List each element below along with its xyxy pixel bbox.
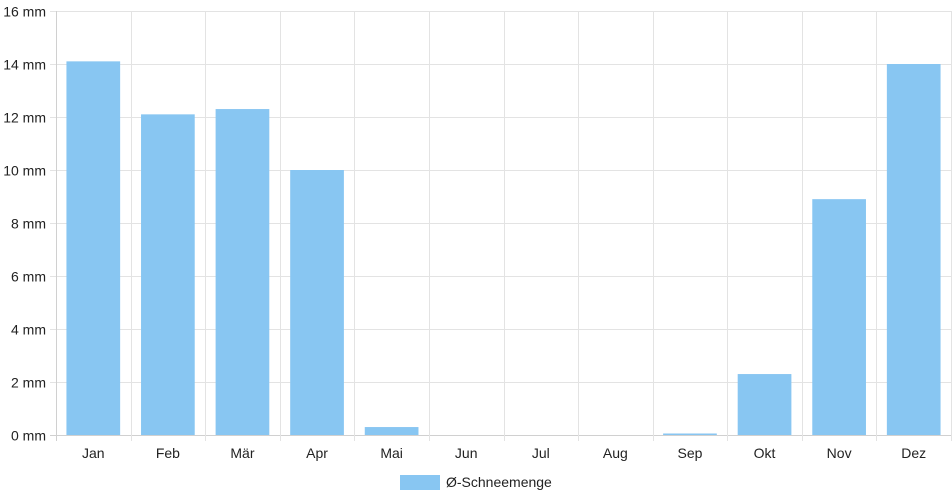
bar-feb[interactable]	[141, 114, 195, 435]
y-tick-label: 6 mm	[11, 269, 46, 285]
bar-apr[interactable]	[290, 170, 344, 435]
y-tick-label: 16 mm	[3, 4, 46, 20]
x-tick-label: Feb	[156, 445, 180, 461]
legend: Ø-Schneemenge	[400, 474, 552, 490]
bar-mai[interactable]	[364, 427, 419, 435]
y-axis: 0 mm 2 mm 4 mm 6 mm 8 mm 10 mm 12 mm 14 mm 16 mm	[3, 4, 46, 444]
x-tick-label: Jul	[532, 445, 550, 461]
y-tick-label: 10 mm	[3, 163, 46, 179]
legend-label: Ø-Schneemenge	[446, 474, 552, 490]
bar-okt[interactable]	[737, 374, 792, 435]
bar-nov[interactable]	[812, 199, 866, 435]
bar-sep[interactable]	[663, 433, 717, 436]
x-tick-label: Apr	[306, 445, 328, 461]
bars	[66, 61, 941, 436]
x-tick-label: Mai	[380, 445, 403, 461]
y-tick-label: 2 mm	[11, 375, 46, 391]
bar-dez[interactable]	[886, 64, 941, 435]
bar-jan[interactable]	[66, 61, 121, 435]
x-axis: Jan Feb Mär Apr Mai Jun Jul Aug Sep Okt Nov Dez	[82, 445, 926, 461]
x-tick-label: Dez	[901, 445, 926, 461]
y-tick-label: 4 mm	[11, 322, 46, 338]
y-tick-label: 8 mm	[11, 216, 46, 232]
y-tick-label: 14 mm	[3, 57, 46, 73]
x-tick-label: Aug	[603, 445, 628, 461]
x-tick-label: Jan	[82, 445, 105, 461]
x-tick-label: Okt	[754, 445, 776, 461]
y-tick-label: 0 mm	[11, 428, 46, 444]
x-tick-label: Nov	[827, 445, 852, 461]
legend-swatch	[400, 475, 440, 490]
x-tick-label: Jun	[455, 445, 478, 461]
x-tick-label: Mär	[230, 445, 254, 461]
x-tick-label: Sep	[677, 445, 702, 461]
bar-mär[interactable]	[215, 109, 270, 436]
y-tick-label: 12 mm	[3, 110, 46, 126]
